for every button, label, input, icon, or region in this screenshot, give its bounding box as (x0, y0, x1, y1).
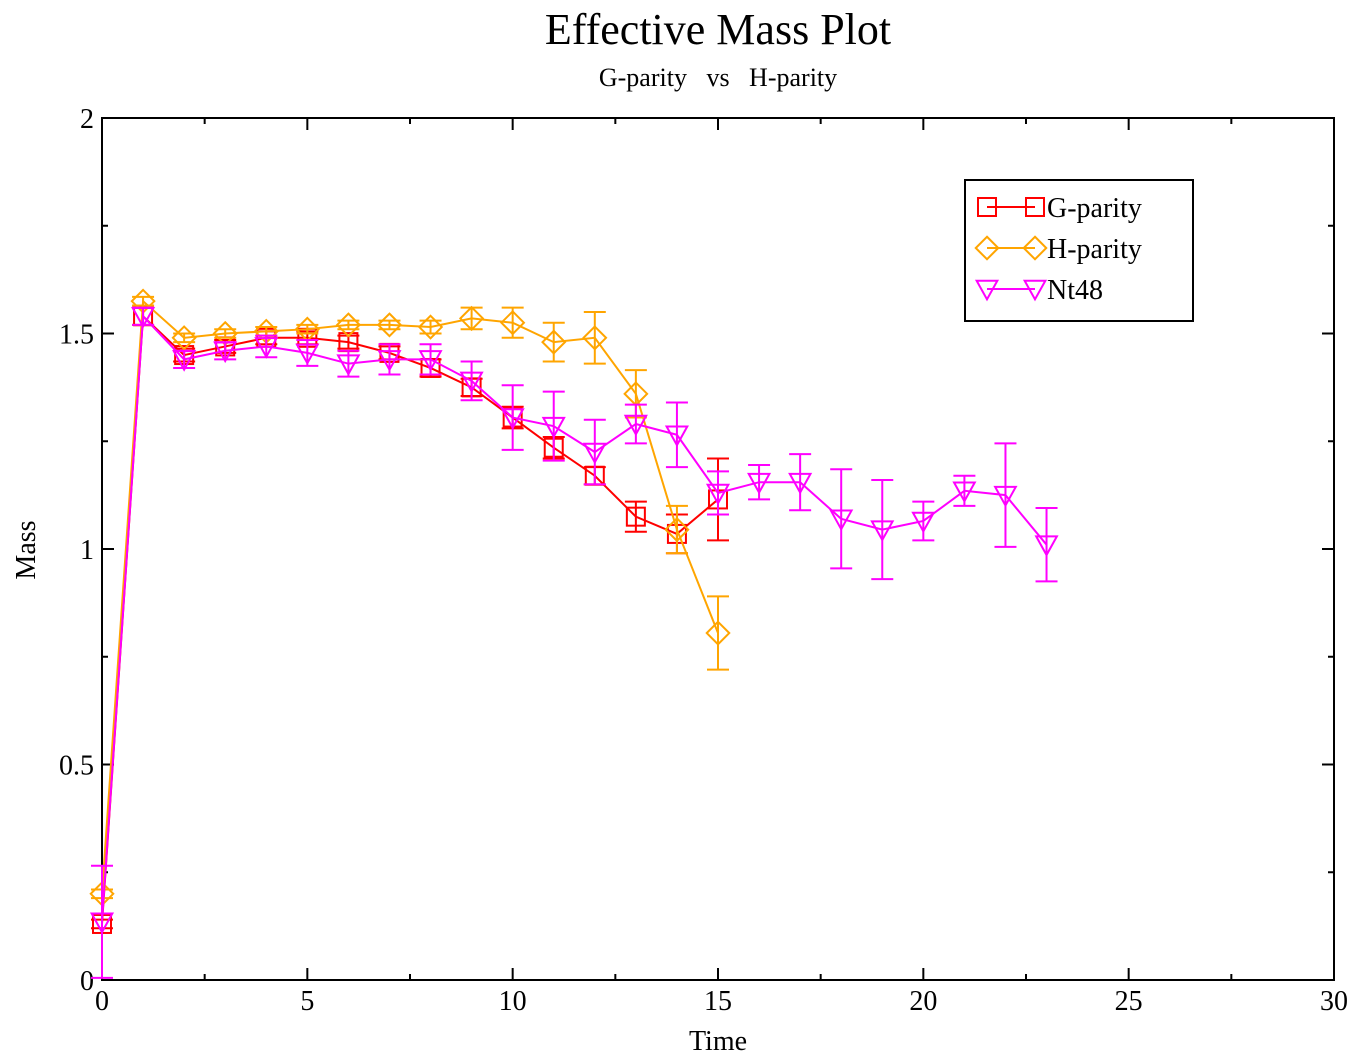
data-point (747, 472, 772, 495)
data-point (952, 481, 977, 504)
chart-title: Effective Mass Plot (545, 5, 891, 54)
data-point (623, 414, 648, 437)
data-point (664, 425, 689, 448)
data-point (131, 306, 156, 329)
data-point (295, 343, 320, 366)
data-point (829, 509, 854, 532)
plot-area: 0 5 10 15 20 25 30 0 0.5 1 1.5 2 G-parity H-parity Nt4… (59, 104, 1348, 1017)
legend-marker-nt48 (1022, 279, 1048, 302)
data-point (705, 483, 731, 506)
data-point (418, 350, 443, 372)
legend-marker-nt48 (974, 279, 1000, 302)
legend: G-parity H-parity Nt48 (964, 179, 1194, 322)
y-tick-label: 1.5 (59, 320, 94, 351)
data-point (377, 350, 402, 372)
data-point (911, 511, 936, 534)
data-point (582, 325, 608, 351)
data-point (664, 516, 690, 543)
x-tick-label: 5 (300, 986, 314, 1017)
data-point (376, 312, 403, 338)
x-tick-label: 20 (909, 986, 937, 1017)
legend-label-nt48: Nt48 (1047, 275, 1103, 306)
series-line-nt48 (101, 313, 1048, 922)
legend-marker-g-parity (977, 197, 997, 217)
data-point (172, 350, 197, 372)
data-point (417, 314, 444, 340)
chart-subtitle: G-parity vs H-parity (599, 63, 837, 92)
y-tick-label: 0 (80, 966, 94, 997)
data-point (625, 506, 646, 527)
data-point (213, 341, 238, 364)
legend-label-h-parity: H-parity (1047, 234, 1142, 265)
data-point (171, 325, 197, 351)
y-tick-label: 1 (80, 535, 94, 566)
legend-label-g-parity: G-parity (1047, 193, 1142, 224)
series-h-parity (89, 288, 731, 907)
data-point (459, 371, 484, 394)
data-point (336, 354, 361, 377)
data-point (335, 312, 362, 338)
legend-marker-g-parity (1025, 197, 1045, 217)
legend-box (964, 179, 1194, 322)
series-nt48 (89, 306, 1059, 979)
x-tick-label: 25 (1115, 986, 1143, 1017)
data-point (254, 337, 279, 359)
data-point (870, 520, 895, 543)
data-point (541, 416, 566, 439)
x-tick-label: 30 (1320, 986, 1348, 1017)
series-line-h-parity (101, 299, 719, 894)
y-axis-label: Mass (11, 520, 42, 579)
data-point (582, 442, 607, 465)
y-tick-label: 0.5 (59, 751, 94, 782)
x-tick-label: 0 (95, 986, 109, 1017)
data-point (89, 912, 115, 935)
data-point (458, 305, 485, 332)
data-point (993, 485, 1018, 508)
x-tick-label: 10 (499, 986, 527, 1017)
data-point (500, 310, 526, 336)
y-tick-label: 2 (80, 104, 94, 135)
data-point (1034, 535, 1059, 558)
data-point (705, 620, 731, 646)
data-point (500, 408, 525, 430)
series-line-g-parity (101, 314, 719, 925)
x-axis-label: Time (689, 1026, 747, 1057)
legend-marker-h-parity (974, 235, 1000, 261)
data-point (541, 329, 567, 355)
legend-marker-h-parity (1022, 235, 1048, 261)
x-tick-label: 15 (704, 986, 732, 1017)
data-point (788, 472, 813, 495)
